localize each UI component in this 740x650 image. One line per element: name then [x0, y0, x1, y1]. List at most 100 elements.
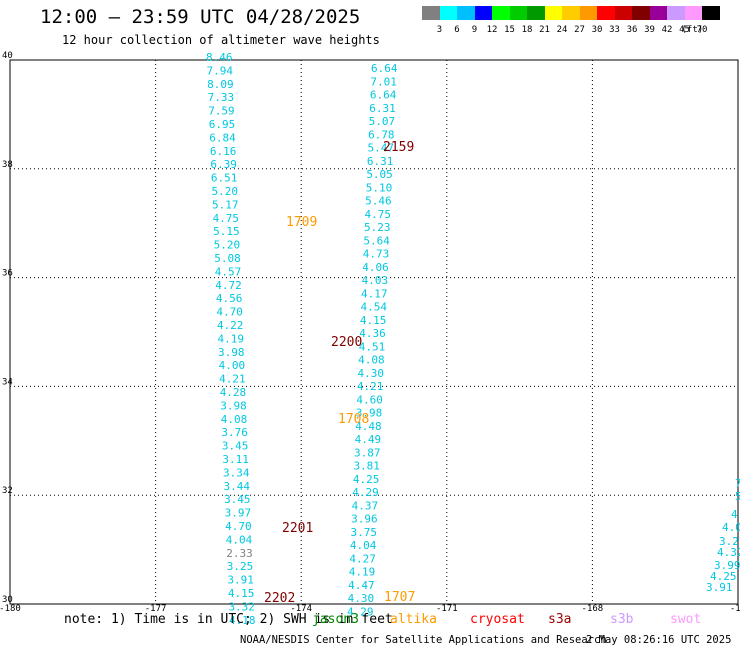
legend-cryosat: cryosat: [470, 612, 525, 627]
x-tick-label: -168: [582, 604, 604, 614]
swh-value: 4.28: [220, 386, 247, 399]
y-tick-label: 36: [2, 269, 13, 279]
pass-time-label: 1708: [338, 412, 369, 427]
y-tick-label: 32: [2, 486, 13, 496]
swh-value: 4.08: [221, 413, 248, 426]
color-swatch: [544, 6, 562, 20]
color-scale-label: 70: [696, 25, 708, 35]
page-subtitle: 12 hour collection of altimeter wave hei…: [62, 33, 380, 47]
swh-value: 4.47: [348, 579, 375, 592]
swh-value: 4.18: [229, 614, 256, 627]
y-tick-label: 40: [2, 51, 13, 61]
swh-value: 5.20: [214, 239, 241, 252]
swh-value: 5.08: [214, 252, 241, 265]
pass-time-label: 2201: [282, 521, 313, 536]
swh-value: 3.45: [222, 440, 249, 453]
swh-value: 5.17: [212, 198, 239, 211]
swh-value: 3.98: [220, 399, 247, 412]
swh-value: 3.44: [224, 480, 251, 493]
y-tick-label: 34: [2, 377, 13, 387]
color-scale-label: 30: [591, 25, 603, 35]
swh-value: 7.33: [208, 91, 235, 104]
swh-value: 4.15: [228, 587, 255, 600]
color-swatch: [527, 6, 545, 20]
swh-value: 4.27: [349, 552, 376, 565]
credit-line: NOAA/NESDIS Center for Satellite Applica…: [240, 634, 607, 646]
swh-value: 6.16: [210, 145, 237, 158]
swh-value: 6.31: [367, 155, 394, 168]
swh-value: 4.06: [362, 261, 389, 274]
swh-value: 4.56: [216, 292, 243, 305]
swh-value: 4.04: [226, 533, 253, 546]
color-swatch: [509, 6, 527, 20]
color-scale-label: 21: [539, 25, 550, 35]
color-scale-label: 36: [626, 25, 638, 35]
swh-value: 7.01: [370, 75, 397, 88]
swh-value: 4.29: [352, 486, 379, 499]
color-scale-label: 12: [486, 25, 498, 35]
swh-value: 4.51: [359, 340, 386, 353]
swh-value: 3.25: [227, 560, 254, 573]
color-swatch: [562, 6, 580, 20]
color-swatch: [492, 6, 510, 20]
swh-value: 3.87: [354, 446, 381, 459]
swh-value: 6.84: [209, 131, 236, 144]
swh-value: 4.37: [352, 499, 379, 512]
swh-value: 7.59: [208, 105, 235, 118]
swh-value: 5.46: [365, 195, 392, 208]
swh-value: 3.98: [218, 346, 245, 359]
page-title: 12:00 – 23:59 UTC 04/28/2025: [40, 6, 361, 28]
color-scale-label: 39: [644, 25, 655, 35]
color-scale-label: 45: [679, 25, 690, 35]
swh-value: 4.48: [355, 420, 382, 433]
pass-time-label: 2202: [264, 591, 295, 606]
swh-value: 5: [735, 490, 740, 503]
swh-value: 3.91: [227, 574, 254, 587]
swh-value: 5.10: [366, 181, 393, 194]
swh-value: 4: [731, 508, 738, 521]
color-scale-label: 27: [574, 25, 585, 35]
color-swatch: [579, 6, 597, 20]
y-tick-label: 30: [2, 595, 13, 605]
color-swatch: [702, 6, 720, 20]
generation-timestamp: 2 May 08:26:16 UTC 2025: [586, 634, 732, 646]
swh-value: 4.22: [217, 319, 244, 332]
swh-value: 8.09: [207, 78, 234, 91]
swh-value: 6.39: [210, 158, 237, 171]
swh-value: 7: [735, 477, 740, 490]
swh-value: 4.60: [356, 393, 383, 406]
swh-value: 3.97: [225, 507, 252, 520]
color-swatch: [439, 6, 457, 20]
pass-time-label: 1707: [384, 590, 415, 605]
color-scale-label: 9: [471, 25, 478, 35]
swh-value: 4.00: [219, 359, 246, 372]
swh-value: 4.25: [710, 570, 737, 583]
legend-jason3: jason3: [312, 612, 359, 627]
pass-time-label: 2159: [383, 140, 414, 155]
swh-value: 5.15: [213, 225, 240, 238]
color-swatch: [597, 6, 615, 20]
swh-value: 6.51: [211, 172, 238, 185]
color-scale-label: 6: [454, 25, 460, 35]
footer-note: note: 1) Time is in UTC; 2) SWH is in fe…: [64, 612, 393, 627]
color-scale-label: 18: [521, 25, 533, 35]
swh-value: 4.75: [365, 208, 392, 221]
swh-value: 6.64: [371, 62, 398, 75]
swh-value: 3.27: [719, 535, 740, 548]
color-scale-unit: (ft): [681, 25, 704, 35]
color-swatch: [457, 6, 475, 20]
swh-value: 4.75: [213, 212, 240, 225]
swh-value: 6.78: [368, 128, 395, 141]
color-swatch: [422, 6, 440, 20]
swh-value: 4.21: [219, 373, 246, 386]
swh-value: 6.31: [369, 102, 396, 115]
swh-value: 4.21: [357, 380, 384, 393]
plot-frame: [9, 59, 739, 605]
swh-value: 4.25: [353, 473, 380, 486]
swh-value: 5.20: [211, 185, 238, 198]
x-tick-label: -180: [0, 604, 21, 614]
swh-value: 3.91: [706, 581, 733, 594]
x-tick-label: -177: [145, 604, 167, 614]
swh-value: 3.99: [714, 559, 740, 572]
